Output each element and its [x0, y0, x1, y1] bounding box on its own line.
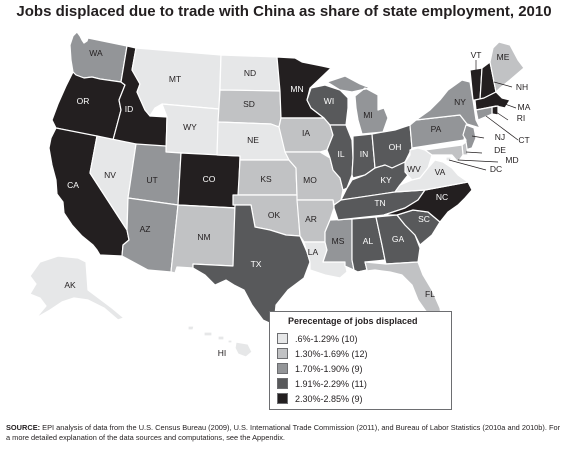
state-labels: WA OR CA ID NV MT WY UT AZ CO NM ND SD NE KS OK TX MN IA MO…: [64, 48, 530, 358]
legend-swatch-5: [277, 393, 288, 404]
callout-lines: [448, 60, 519, 171]
state-label-VA: VA: [435, 167, 446, 177]
state-label-AR: AR: [305, 214, 317, 224]
legend-swatch-4: [277, 378, 288, 389]
state-IL[interactable]: [326, 124, 354, 191]
state-label-HI: HI: [218, 348, 227, 358]
state-label-ND: ND: [244, 68, 256, 78]
state-label-TN: TN: [374, 198, 385, 208]
state-label-IA: IA: [302, 128, 310, 138]
state-label-VT: VT: [471, 50, 482, 60]
legend-item-4: 1.91%-2.29% (11): [277, 376, 444, 391]
legend-swatch-1: [277, 333, 288, 344]
state-label-UT: UT: [146, 175, 157, 185]
state-label-OH: OH: [389, 142, 402, 152]
state-label-KS: KS: [260, 174, 272, 184]
state-label-AZ: AZ: [140, 224, 151, 234]
state-label-MD: MD: [505, 155, 518, 165]
state-label-IL: IL: [337, 149, 344, 159]
state-label-MA: MA: [518, 102, 531, 112]
legend-item-3: 1.70%-1.90% (9): [277, 361, 444, 376]
state-label-RI: RI: [517, 113, 526, 123]
state-label-WI: WI: [324, 96, 334, 106]
state-label-AK: AK: [64, 280, 76, 290]
state-label-NV: NV: [104, 170, 116, 180]
state-VA[interactable]: [394, 159, 469, 193]
state-label-CO: CO: [203, 174, 216, 184]
state-label-IN: IN: [360, 149, 369, 159]
state-AZ[interactable]: [121, 197, 179, 273]
legend-label-3: 1.70%-1.90% (9): [295, 363, 363, 374]
legend: Perecentage of jobs displaced .6%-1.29% …: [269, 311, 452, 410]
state-label-SC: SC: [418, 214, 430, 224]
state-label-WY: WY: [183, 122, 197, 132]
state-label-KY: KY: [380, 175, 392, 185]
state-label-PA: PA: [431, 124, 442, 134]
state-label-CT: CT: [518, 135, 529, 145]
state-MD[interactable]: [424, 144, 464, 163]
state-label-MN: MN: [290, 84, 303, 94]
map-title: Jobs displaced due to trade with China a…: [16, 3, 552, 20]
state-label-NJ: NJ: [495, 132, 505, 142]
legend-label-1: .6%-1.29% (10): [295, 333, 358, 344]
source-text: EPI analysis of data from the U.S. Censu…: [6, 423, 561, 442]
source-label: SOURCE:: [6, 423, 41, 432]
state-ME[interactable]: [489, 41, 525, 93]
state-label-NY: NY: [454, 97, 466, 107]
state-label-LA: LA: [308, 247, 319, 257]
state-label-SD: SD: [243, 99, 255, 109]
state-label-MS: MS: [332, 236, 345, 246]
state-label-DE: DE: [494, 145, 506, 155]
legend-label-4: 1.91%-2.29% (11): [295, 378, 367, 389]
state-label-NM: NM: [197, 232, 210, 242]
state-label-WV: WV: [407, 164, 421, 174]
state-label-TX: TX: [251, 259, 262, 269]
state-label-NE: NE: [247, 135, 259, 145]
legend-item-5: 2.30%-2.85% (9): [277, 391, 444, 406]
legend-item-2: 1.30%-1.69% (12): [277, 346, 444, 361]
legend-item-1: .6%-1.29% (10): [277, 331, 444, 346]
legend-title: Perecentage of jobs displaced: [288, 316, 418, 326]
source-note: SOURCE: EPI analysis of data from the U.…: [6, 423, 566, 443]
state-label-MO: MO: [303, 175, 317, 185]
state-label-OR: OR: [77, 96, 90, 106]
state-label-OK: OK: [268, 210, 281, 220]
state-label-ME: ME: [497, 52, 510, 62]
state-label-AL: AL: [363, 236, 374, 246]
legend-label-2: 1.30%-1.69% (12): [295, 348, 368, 359]
state-label-DC: DC: [490, 164, 502, 174]
state-MI[interactable]: [326, 75, 389, 135]
legend-swatch-3: [277, 363, 288, 374]
state-AK[interactable]: [29, 255, 125, 321]
state-label-CA: CA: [67, 180, 79, 190]
state-label-ID: ID: [125, 104, 134, 114]
state-label-NC: NC: [436, 192, 448, 202]
state-label-FL: FL: [425, 289, 435, 299]
legend-label-5: 2.30%-2.85% (9): [295, 393, 363, 404]
state-CT[interactable]: [475, 106, 493, 121]
legend-swatch-2: [277, 348, 288, 359]
state-HI[interactable]: [187, 325, 253, 358]
state-label-NH: NH: [516, 82, 528, 92]
state-RI[interactable]: [491, 105, 499, 116]
state-label-GA: GA: [392, 234, 405, 244]
state-label-MI: MI: [363, 110, 372, 120]
state-label-WA: WA: [89, 48, 103, 58]
state-label-MT: MT: [169, 74, 181, 84]
